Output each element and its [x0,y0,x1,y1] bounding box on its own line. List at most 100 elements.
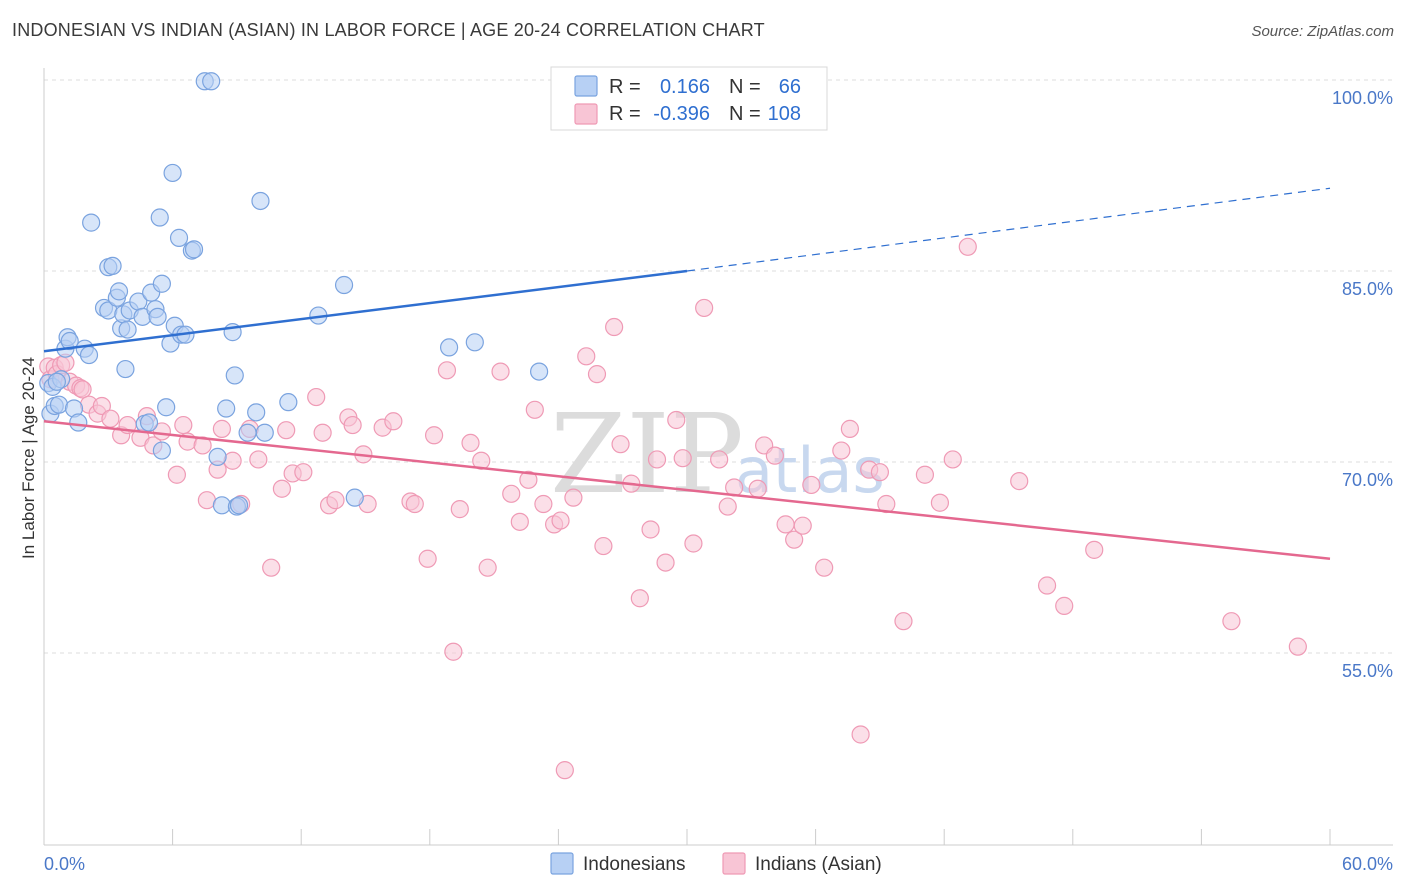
y-axis-title: In Labor Force | Age 20-24 [19,357,38,559]
legend-r-value-indians: -0.396 [653,103,710,125]
indians-point-30 [249,450,268,469]
legend-r-value-indonesians: 0.166 [660,76,710,98]
indians-point-32 [272,479,292,498]
indians-point-96 [915,465,935,484]
indians-point-71 [630,589,649,608]
indonesians-point-47 [212,496,231,515]
indians-point-75 [667,410,686,430]
source-label: Source: ZipAtlas.com [1251,23,1394,40]
indians-point-21 [174,415,193,435]
indians-point-85 [776,515,795,534]
y-tick-label-3: 100.0% [1332,88,1393,108]
indians-point-88 [802,475,821,495]
indians-point-84 [765,446,784,465]
indians-point-99 [958,237,977,256]
indians-point-9 [73,380,92,399]
indonesians-point-34 [150,208,169,227]
indians-point-39 [326,491,345,510]
indians-point-95 [894,612,913,631]
x-tick-label-min: 0.0% [44,854,85,874]
indonesians-point-57 [279,393,298,412]
indians-point-56 [491,362,510,381]
indians-point-12 [92,396,111,416]
indians-point-49 [424,426,444,445]
indians-point-104 [1222,612,1241,631]
indonesians-point-45 [202,72,221,91]
indonesians-trend-line [43,269,688,353]
indonesians-point-50 [225,366,244,385]
trend-lines [43,187,1331,561]
indians-point-69 [611,435,630,454]
y-tick-labels: 55.0% 70.0% 85.0% 100.0% [1332,88,1393,681]
indonesians-point-52 [229,496,249,515]
indonesians-point-17 [103,256,122,276]
indians-point-33 [277,421,296,440]
indonesians-point-23 [118,320,137,339]
indians-point-57 [502,484,521,503]
indians-point-100 [1010,472,1029,491]
indonesians-point-19 [109,282,129,301]
indonesians-point-22 [116,359,135,379]
indians-trend-line [43,420,1331,561]
indians-point-19 [152,422,171,441]
indians-point-86 [785,530,804,549]
indians-point-13 [101,409,120,428]
indians-point-41 [343,415,362,435]
indians-point-82 [748,479,767,498]
indians-point-45 [384,412,403,431]
indians-point-66 [587,365,607,384]
indians-point-78 [695,298,714,318]
indonesians-point-60 [345,488,364,507]
indonesians-trend-extension [686,187,1331,272]
indonesians-point-55 [251,191,270,211]
legend-n-label-indonesians: N = [729,76,761,98]
indians-point-73 [647,450,667,469]
y-tick-label-2: 85.0% [1342,279,1393,299]
indonesians-point-8 [60,331,79,351]
indians-point-98 [943,450,962,469]
y-tick-label-1: 70.0% [1342,470,1393,490]
legend-swatch-indonesians [574,75,598,97]
indians-point-61 [534,494,553,514]
indians-point-68 [605,317,624,337]
indians-point-20 [167,465,186,484]
legend-box: R = 0.166 N = 66 R = -0.396 N = 108 [550,66,828,131]
indians-point-47 [405,494,424,514]
chart-title: INDONESIAN VS INDIAN (ASIAN) IN LABOR FO… [12,20,765,40]
gridlines [44,79,1393,654]
indians-point-93 [870,463,890,482]
indonesians-point-32 [152,274,171,293]
indians-point-107 [555,761,574,780]
indians-point-102 [1055,596,1074,615]
indonesians-point-28 [139,413,159,432]
indians-point-91 [840,419,859,438]
indians-point-80 [718,497,737,516]
indians-point-51 [444,642,463,661]
indians-point-64 [564,488,583,507]
indonesians-point-53 [238,423,257,442]
indonesians-point-65 [47,372,66,391]
bottom-legend-swatch-indonesians [550,852,574,875]
indians-point-26 [212,419,231,438]
indians-point-36 [307,387,326,407]
indians-point-31 [262,558,281,577]
bottom-legend-label-indonesians: Indonesians [583,854,685,875]
indians-point-74 [656,553,675,572]
indonesians-point-4 [49,395,69,414]
indians-point-79 [710,450,729,469]
indonesians-point-43 [184,240,204,259]
indonesians-point-48 [217,399,236,418]
indonesians-point-54 [247,403,266,422]
legend-n-label-indians: N = [729,103,761,125]
indians-point-101 [1037,576,1057,595]
bottom-legend: Indonesians Indians (Asian) [550,852,882,875]
legend-r-label-indians: R = [609,103,641,125]
indians-point-72 [641,520,660,539]
indians-point-48 [418,549,437,568]
indians-point-77 [684,534,703,553]
indonesians-point-56 [255,423,274,442]
indians-point-105 [1288,637,1307,656]
indonesians-point-35 [157,398,176,417]
indians-point-23 [193,436,212,455]
